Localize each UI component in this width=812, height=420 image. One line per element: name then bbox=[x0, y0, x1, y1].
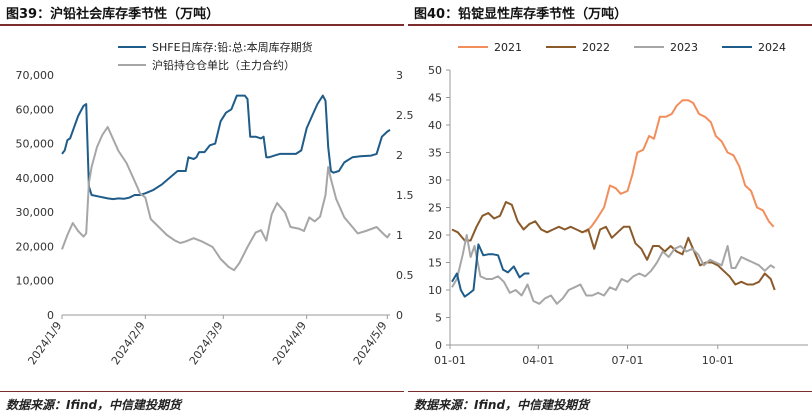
y-left-tick-label: 60,000 bbox=[16, 103, 55, 116]
y-left-tick-label: 0 bbox=[47, 309, 54, 322]
x-tick-label: 07-01 bbox=[612, 354, 644, 367]
y-tick-label: 10 bbox=[428, 284, 442, 297]
chart-right-svg: 0 5 10 15 20 25 30 35 40 45 50 01-01 04-01 07-01 10-01… bbox=[428, 41, 808, 367]
legend-label: 2022 bbox=[582, 41, 610, 54]
chart-left-svg: 0 10,000 20,000 30,000 40,000 50,000 60,000 70,… bbox=[16, 40, 414, 367]
y-left-tick-label: 30,000 bbox=[16, 206, 55, 219]
series-line-2024 bbox=[451, 243, 530, 298]
y-right-tick-label: 2.5 bbox=[396, 109, 414, 122]
series-line-2022 bbox=[451, 201, 776, 291]
y-right-tick-label: 1.5 bbox=[396, 189, 414, 202]
title-divider bbox=[408, 24, 812, 26]
y-right-tick-label: 2 bbox=[396, 149, 403, 162]
y-right-tick-label: 3 bbox=[396, 69, 403, 82]
y-tick-label: 40 bbox=[428, 119, 442, 132]
legend-label: 2021 bbox=[494, 41, 522, 54]
y-left-tick-label: 10,000 bbox=[16, 275, 55, 288]
x-tick-label: 04-01 bbox=[522, 354, 554, 367]
y-right-tick-label: 0.5 bbox=[396, 269, 414, 282]
x-tick-label: 2024/1/9 bbox=[25, 319, 64, 367]
x-tick-label: 10-01 bbox=[702, 354, 734, 367]
legend-label: 2023 bbox=[670, 41, 698, 54]
figure-title: 图39：沪铅社会库存季节性（万吨） bbox=[6, 7, 220, 22]
x-tick-label: 2024/4/9 bbox=[270, 319, 309, 367]
figure-title: 图40：铅锭显性库存季节性（万吨） bbox=[414, 7, 628, 22]
title-divider bbox=[0, 24, 404, 26]
y-tick-label: 30 bbox=[428, 174, 442, 187]
y-tick-label: 20 bbox=[428, 229, 442, 242]
y-right-tick-label: 0 bbox=[396, 309, 403, 322]
y-left-tick-label: 50,000 bbox=[16, 138, 55, 151]
x-tick-label: 01-01 bbox=[434, 354, 466, 367]
y-tick-label: 25 bbox=[428, 202, 442, 215]
source-divider bbox=[0, 391, 404, 392]
y-left-tick-label: 70,000 bbox=[16, 69, 55, 82]
y-left-tick-label: 20,000 bbox=[16, 240, 55, 253]
x-tick-label: 2024/3/9 bbox=[187, 319, 226, 367]
y-left-tick-label: 40,000 bbox=[16, 172, 55, 185]
chart-panel-left: 图39：沪铅社会库存季节性（万吨） 0 10,000 20,000 30,000 40,… bbox=[0, 0, 414, 420]
series-line-shfe-inventory bbox=[61, 94, 391, 201]
y-tick-label: 5 bbox=[435, 312, 442, 325]
legend-label: 2024 bbox=[758, 41, 786, 54]
legend-label: SHFE日库存:铅:总:本周库存期货 bbox=[152, 40, 313, 54]
y-tick-label: 45 bbox=[428, 92, 442, 105]
y-tick-label: 15 bbox=[428, 257, 442, 270]
y-tick-label: 50 bbox=[428, 64, 442, 77]
chart-panel-right: 图40：铅锭显性库存季节性（万吨） 0 5 10 15 20 25 30 35 40 45 50 01… bbox=[408, 0, 812, 420]
series-line-2023 bbox=[451, 234, 776, 305]
y-right-tick-label: 1 bbox=[396, 229, 403, 242]
y-tick-label: 35 bbox=[428, 147, 442, 160]
series-line-2021 bbox=[584, 99, 775, 234]
legend-label: 沪铅持仓仓单比（主力合约） bbox=[152, 58, 295, 72]
source-note: 数据来源：Ifind，中信建投期货 bbox=[6, 398, 182, 412]
series-line-position-ratio bbox=[61, 126, 391, 272]
y-tick-label: 0 bbox=[435, 339, 442, 352]
x-tick-label: 2024/5/9 bbox=[351, 319, 390, 367]
x-tick-label: 2024/2/9 bbox=[109, 319, 148, 367]
source-note: 数据来源：Ifind，中信建投期货 bbox=[414, 398, 590, 412]
source-divider bbox=[408, 391, 812, 392]
